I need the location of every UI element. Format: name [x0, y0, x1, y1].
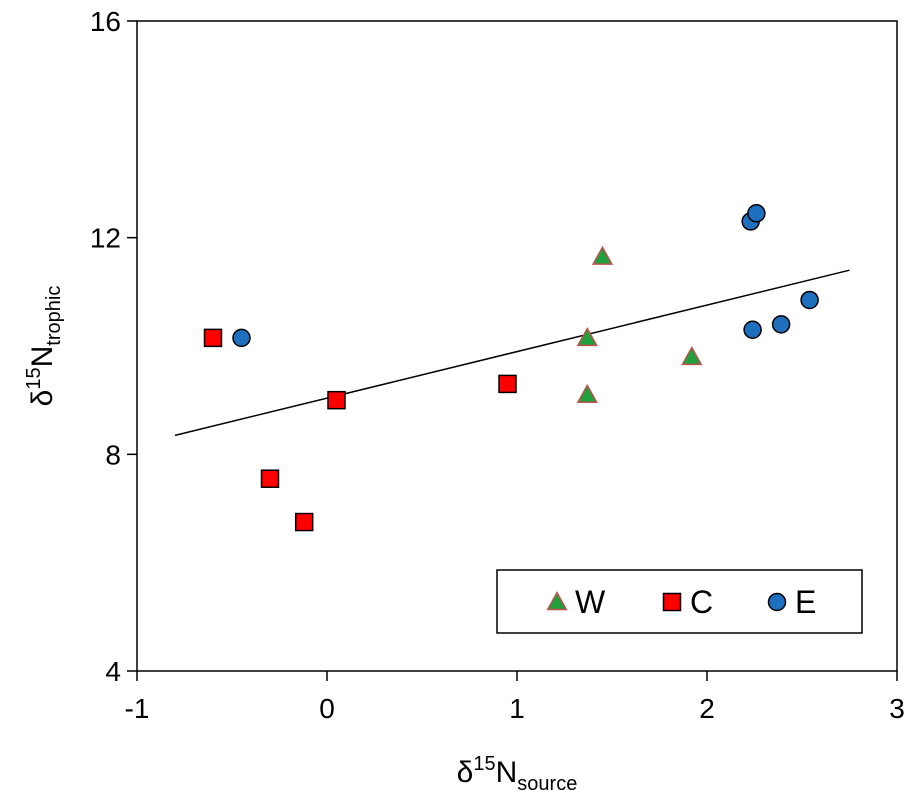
point-w — [681, 345, 703, 366]
y-axis-title-base: N — [26, 346, 59, 368]
x-tick-label: 3 — [889, 693, 905, 724]
point-w — [591, 245, 614, 265]
point-c — [260, 469, 280, 488]
point-e — [800, 290, 819, 310]
legend-label-e: E — [795, 584, 816, 620]
x-tick-label: 1 — [509, 693, 525, 724]
data-points — [203, 204, 819, 532]
y-tick-label: 12 — [90, 223, 121, 254]
point-e — [747, 204, 766, 223]
x-axis-title-symbol: δ — [457, 756, 474, 789]
legend-label-c: C — [690, 584, 713, 620]
legend-marker-c — [662, 592, 682, 612]
y-tick-label: 16 — [90, 6, 121, 37]
x-tick-label: 2 — [699, 693, 715, 724]
legend-marker-w — [546, 591, 568, 611]
x-axis-title: δ15Nsource — [457, 753, 578, 795]
point-c — [327, 390, 346, 410]
point-c — [203, 328, 223, 348]
plot-frame — [136, 20, 898, 672]
x-axis-ticks: -1 0 1 2 3 — [125, 671, 905, 724]
point-c — [498, 374, 517, 394]
x-axis-title-sup: 15 — [473, 753, 495, 775]
point-w — [576, 326, 598, 347]
trendline — [174, 269, 850, 437]
x-axis-title-sub: source — [517, 773, 577, 795]
y-axis-title-sub: trophic — [43, 286, 65, 346]
y-tick-label: 4 — [105, 656, 121, 687]
x-axis-title-base: N — [496, 756, 518, 789]
point-w — [576, 383, 598, 403]
point-c — [294, 512, 314, 532]
x-tick-label: 0 — [319, 693, 335, 724]
legend-marker-e — [767, 592, 787, 612]
y-axis-title-symbol: δ — [26, 390, 59, 407]
legend-label-w: W — [575, 584, 606, 620]
y-axis-title: δ15Ntrophic — [23, 286, 65, 407]
y-axis-title-sup: 15 — [23, 367, 45, 389]
point-e — [743, 320, 762, 339]
y-axis-ticks: 4 8 12 16 — [90, 6, 137, 687]
x-tick-label: -1 — [125, 693, 150, 724]
point-e — [771, 315, 791, 334]
point-e — [232, 328, 251, 348]
y-tick-label: 8 — [105, 439, 121, 470]
